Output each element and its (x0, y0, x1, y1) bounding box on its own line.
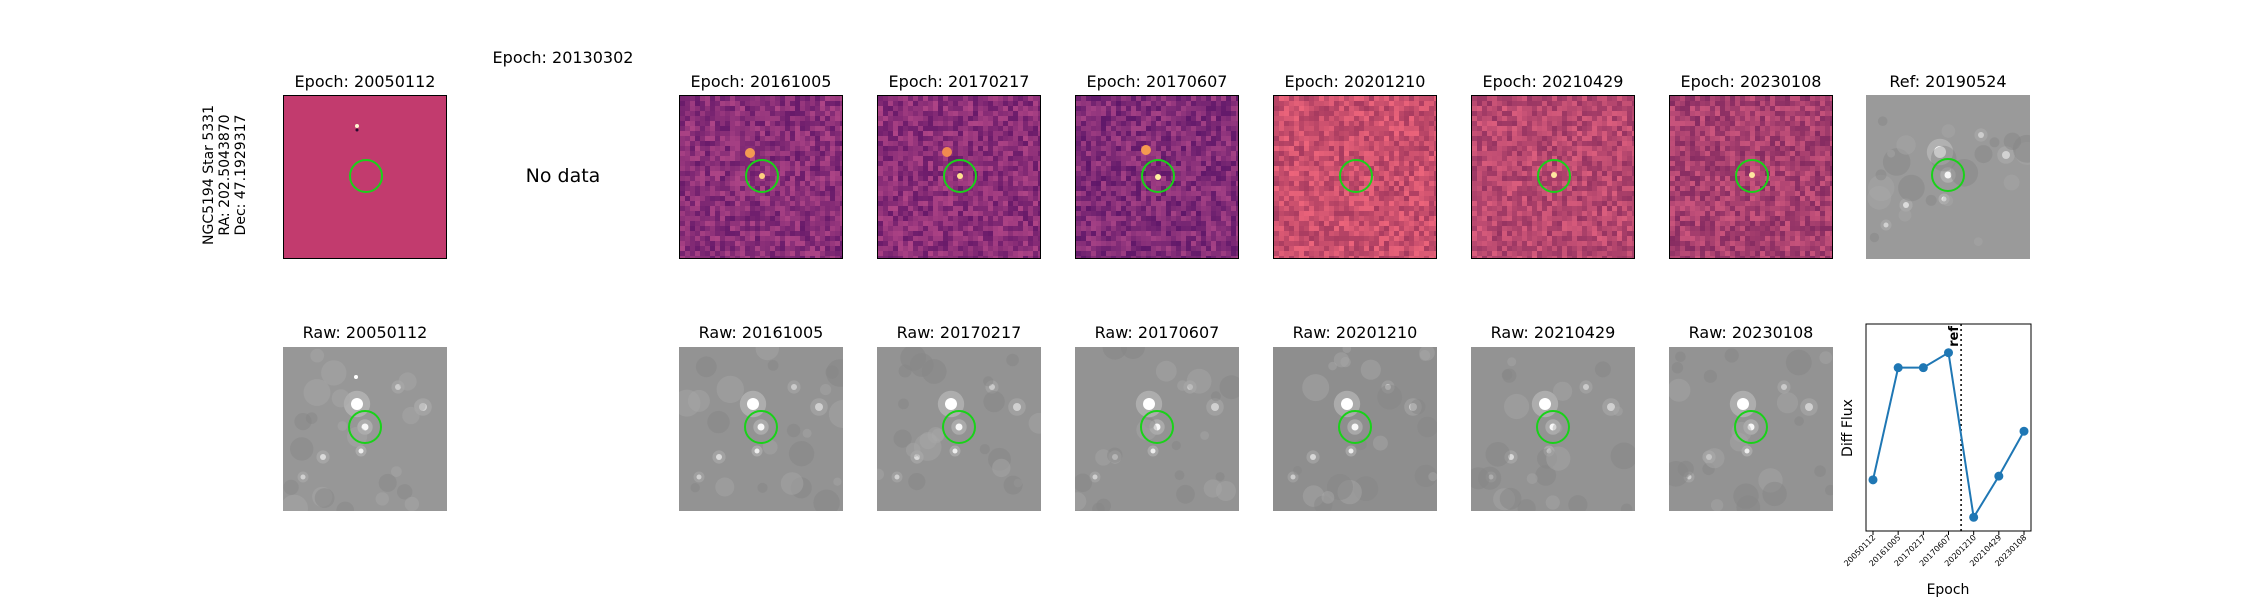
raw-image-20201210-texture (1287, 347, 1437, 511)
aperture-circle (1536, 410, 1570, 444)
diff-title-20050112: Epoch: 20050112 (294, 72, 436, 91)
diff-image-20201210 (1273, 95, 1437, 259)
diff-image-20050112 (283, 95, 447, 259)
diff-title-20161005: Epoch: 20161005 (690, 72, 832, 91)
aperture-circle (1141, 159, 1175, 193)
target-info-label: NGC5194 Star 5331 RA: 202.5043870 Dec: 4… (201, 105, 249, 245)
ref-epoch-label: ref (1947, 326, 1962, 347)
raw-image-20170217 (877, 347, 1041, 511)
diff-image-20201210-texture (1274, 96, 1436, 258)
diff-image-20170607 (1075, 95, 1239, 259)
diff-image-20170217 (877, 95, 1041, 259)
diff-image-20170217-texture (878, 96, 1040, 258)
aperture-circle (1339, 159, 1373, 193)
ref-title: Ref: 20190524 (1889, 72, 2007, 91)
diff-title-20170217: Epoch: 20170217 (888, 72, 1030, 91)
diff-image-20210429 (1471, 95, 1635, 259)
aperture-circle (1735, 159, 1769, 193)
flux-series (1868, 348, 2029, 522)
raw-image-20210429 (1471, 347, 1635, 511)
aperture-circle (348, 410, 382, 444)
diff-title-20210429: Epoch: 20210429 (1482, 72, 1624, 91)
no-data-text: No data (525, 165, 601, 187)
flux-point-20210429 (1994, 471, 2004, 481)
raw-image-20201210 (1273, 347, 1437, 511)
aperture-circle (745, 159, 779, 193)
raw-title-20170217: Raw: 20170217 (896, 323, 1022, 342)
aperture-circle (1140, 410, 1174, 444)
raw-title-20201210: Raw: 20201210 (1292, 323, 1418, 342)
noise-pixels (1670, 96, 1832, 258)
diff-title-20130302: Epoch: 20130302 (492, 48, 634, 67)
star-field (1287, 347, 1437, 511)
noise-pixels (680, 96, 842, 258)
flux-line (1872, 351, 2025, 521)
flux-point-20161005 (1893, 363, 1903, 373)
raw-image-20170217-texture (877, 347, 1041, 495)
diff-flux-chart: ref Diff Flux Epoch 20050112201610052017… (1840, 323, 2032, 598)
aperture-circle (744, 410, 778, 444)
raw-image-20050112 (283, 347, 447, 511)
noise-pixels (878, 96, 1040, 258)
raw-image-20161005-texture (679, 347, 843, 511)
flux-point-20201210 (1969, 512, 1979, 522)
raw-image-20161005 (679, 347, 843, 511)
star-field (679, 347, 843, 511)
raw-image-20170607 (1075, 347, 1239, 511)
aperture-circle (1734, 410, 1768, 444)
raw-title-20230108: Raw: 20230108 (1688, 323, 1814, 342)
raw-title-20050112: Raw: 20050112 (302, 323, 428, 342)
raw-title-20161005: Raw: 20161005 (698, 323, 824, 342)
flux-point-20170607 (1944, 348, 1953, 358)
diff-image-20230108 (1669, 95, 1833, 259)
y-axis-label: Diff Flux (1840, 399, 1856, 457)
flux-point-20050112 (1868, 475, 1878, 485)
raw-title-20170607: Raw: 20170607 (1094, 323, 1220, 342)
aperture-circle (942, 410, 976, 444)
aperture-circle (943, 159, 977, 193)
x-tick-labels: 2005011220161005201702172017060720201210… (1842, 531, 2028, 568)
noise-pixels (1274, 96, 1436, 258)
diff-title-20201210: Epoch: 20201210 (1284, 72, 1426, 91)
diff-title-20170607: Epoch: 20170607 (1086, 72, 1228, 91)
diff-image-20230108-texture (1670, 96, 1832, 258)
raw-image-20230108 (1669, 347, 1833, 511)
star-field (877, 347, 1041, 495)
flux-point-20170217 (1918, 363, 1928, 373)
aperture-circle (349, 159, 383, 193)
x-axis-label: Epoch (1927, 582, 1970, 598)
aperture-circle (1338, 410, 1372, 444)
diff-title-20230108: Epoch: 20230108 (1680, 72, 1822, 91)
aperture-circle (1537, 159, 1571, 193)
raw-title-20210429: Raw: 20210429 (1490, 323, 1616, 342)
flux-point-20230108 (2019, 426, 2029, 436)
diff-image-20161005-texture (680, 96, 842, 258)
diff-image-20161005 (679, 95, 843, 259)
diff-image-20050112-texture (355, 124, 359, 132)
aperture-circle (1931, 158, 1965, 192)
ref-image (1866, 95, 2030, 259)
